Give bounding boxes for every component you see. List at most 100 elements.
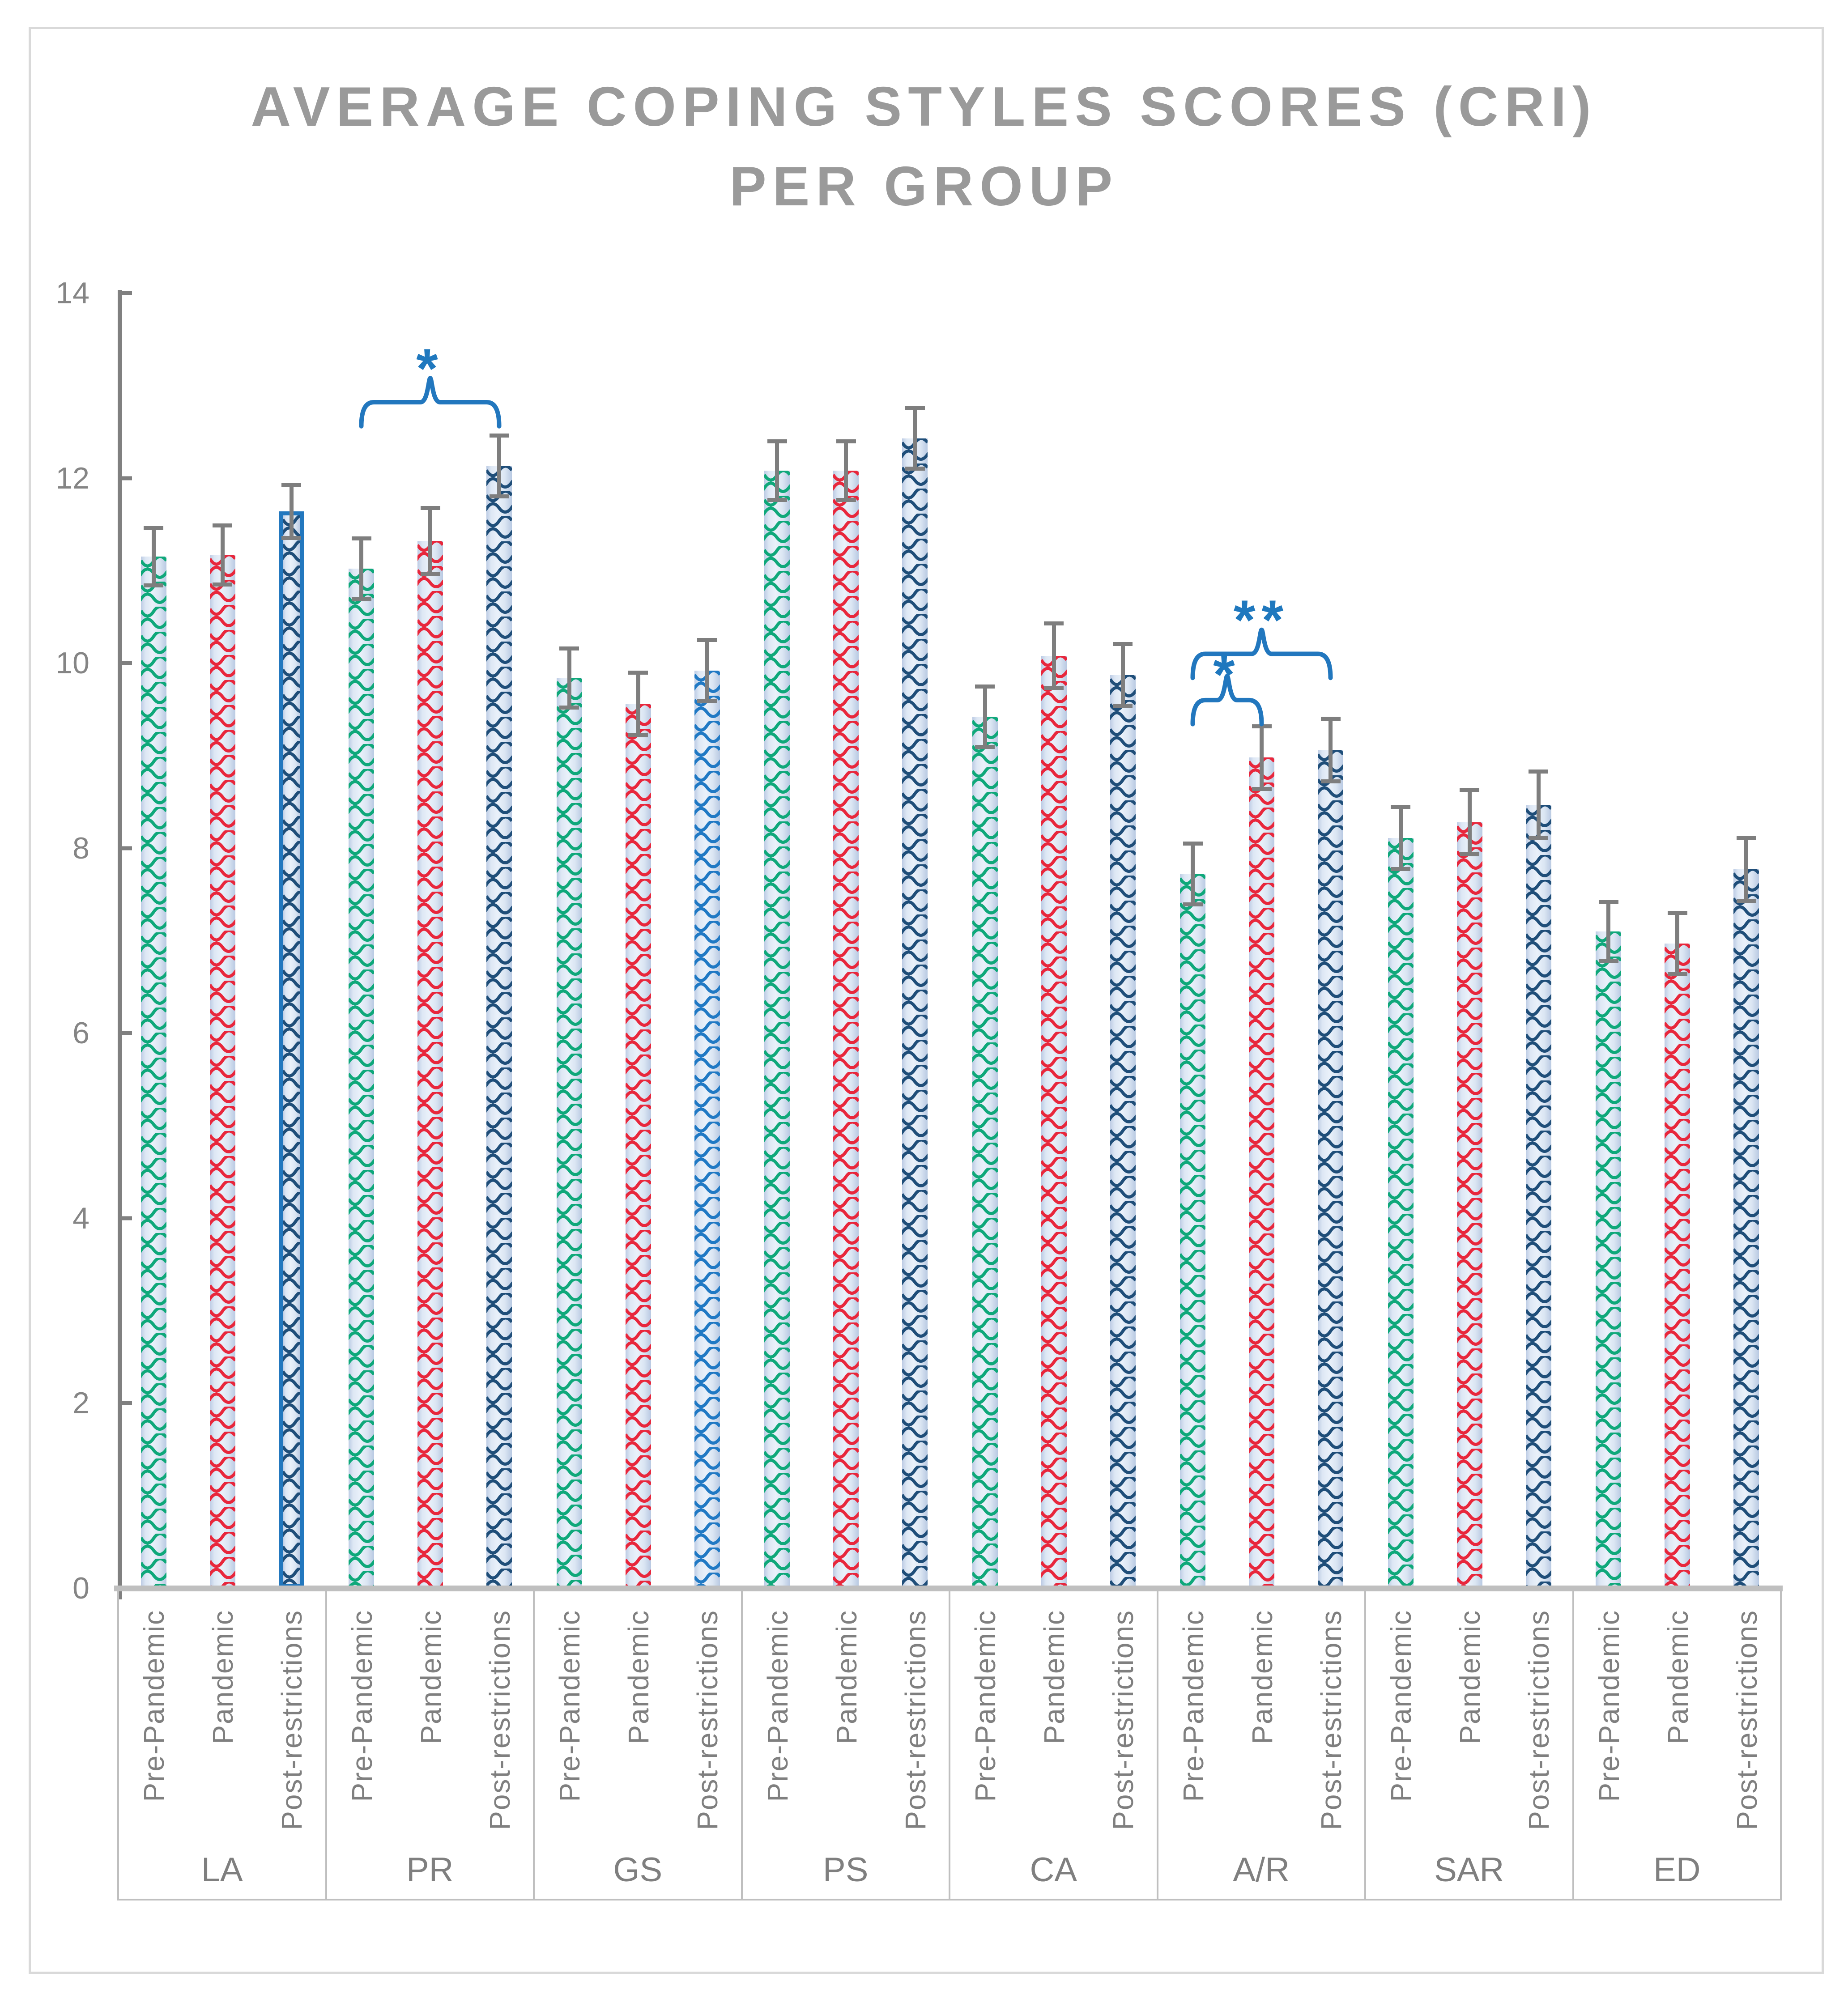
bar-pattern	[282, 515, 300, 1584]
chart-title-line1: AVERAGE COPING STYLES SCORES (CRI)	[251, 76, 1597, 138]
error-bar-cap-top	[1183, 842, 1203, 846]
error-bar-cap-top	[1113, 642, 1133, 646]
error-bar-cap-bottom	[351, 597, 371, 601]
error-bar-cap-top	[1529, 769, 1548, 774]
x-axis-group-label: SAR	[1434, 1851, 1504, 1889]
x-axis-group-label: PR	[406, 1851, 454, 1889]
significance-bracket	[1190, 674, 1264, 727]
error-bar-cap-bottom	[213, 582, 232, 587]
bar	[349, 569, 374, 1588]
error-bar-cap-top	[213, 523, 232, 527]
bar-pattern	[1249, 757, 1274, 1588]
y-tick-label: 12	[55, 461, 89, 495]
y-tick-label: 8	[72, 831, 89, 865]
error-bar-cap-bottom	[1252, 787, 1272, 791]
bar	[972, 717, 998, 1588]
error-bar-cap-top	[1460, 788, 1479, 792]
error-bar-cap-top	[905, 406, 925, 410]
bar	[278, 511, 304, 1588]
bar-pattern	[1041, 655, 1067, 1588]
bar-pattern	[694, 670, 720, 1588]
bar	[1318, 750, 1343, 1588]
error-bar-cap-top	[697, 638, 717, 642]
error-bar-cap-top	[351, 536, 371, 540]
chart-title: AVERAGE COPING STYLES SCORES (CRI) PER G…	[0, 67, 1848, 226]
error-bar-cap-bottom	[489, 494, 509, 499]
error-bar-cap-top	[281, 482, 301, 487]
bar	[1249, 757, 1274, 1588]
bar-pattern	[1318, 750, 1343, 1588]
y-tick-label: 0	[72, 1571, 89, 1605]
error-bar-stem	[1052, 621, 1056, 690]
x-axis-group-label: PS	[823, 1851, 869, 1889]
bar	[764, 471, 790, 1588]
error-bar-stem	[1675, 911, 1679, 976]
bar-pattern	[625, 704, 651, 1588]
bar	[417, 541, 443, 1588]
x-axis-group-label: CA	[1030, 1851, 1077, 1889]
error-bar-cap-bottom	[281, 536, 301, 540]
y-tick-label: 10	[55, 646, 89, 680]
table-group-separator	[533, 1591, 535, 1900]
y-tick-mark	[122, 846, 132, 850]
bar	[1525, 804, 1551, 1588]
error-bar-cap-bottom	[1460, 852, 1479, 857]
bar	[1388, 838, 1414, 1588]
y-tick-mark	[122, 661, 132, 665]
y-tick-mark	[122, 1031, 132, 1035]
bar-pattern	[1665, 943, 1690, 1588]
error-bar-cap-bottom	[559, 705, 579, 710]
error-bar-cap-top	[489, 434, 509, 438]
error-bar-stem	[1191, 842, 1195, 906]
error-bar-stem	[220, 523, 225, 587]
error-bar-stem	[151, 526, 156, 587]
bar-pattern	[486, 466, 512, 1588]
bar	[902, 438, 928, 1588]
bar	[556, 678, 582, 1588]
bar-pattern	[833, 471, 859, 1588]
bar-pattern	[1180, 874, 1205, 1588]
bar	[833, 471, 859, 1588]
error-bar-cap-bottom	[975, 745, 995, 749]
error-bar-cap-top	[1736, 836, 1756, 840]
error-bar-stem	[1536, 769, 1541, 840]
error-bar-cap-bottom	[1667, 972, 1687, 976]
error-bar-cap-top	[420, 506, 440, 510]
error-bar-stem	[359, 536, 363, 601]
table-group-separator	[325, 1591, 327, 1900]
bar	[1665, 943, 1690, 1588]
error-bar-stem	[1744, 836, 1748, 903]
bar-pattern	[972, 717, 998, 1588]
table-group-separator	[949, 1591, 950, 1900]
error-bar-stem	[289, 482, 294, 540]
error-bar-cap-bottom	[628, 733, 648, 737]
bar	[1456, 822, 1482, 1588]
table-group-separator	[117, 1591, 119, 1900]
significance-asterisk: *	[1213, 644, 1241, 706]
bar-pattern	[1525, 804, 1551, 1588]
error-bar-cap-bottom	[1391, 867, 1410, 872]
error-bar-stem	[497, 434, 501, 499]
bar-pattern	[1733, 869, 1759, 1588]
error-bar-stem	[1398, 804, 1403, 872]
bar-pattern	[349, 569, 374, 1588]
x-axis-group-label: GS	[613, 1851, 663, 1889]
error-bar-cap-bottom	[697, 699, 717, 703]
error-bar-stem	[1260, 724, 1264, 791]
error-bar-cap-top	[836, 439, 856, 443]
error-bar-stem	[1606, 900, 1610, 963]
y-axis-line	[118, 290, 122, 1599]
bar	[694, 670, 720, 1588]
x-axis-group-label: ED	[1653, 1851, 1701, 1889]
error-bar-cap-bottom	[1320, 779, 1341, 783]
error-bar-stem	[1120, 642, 1125, 709]
error-bar-cap-bottom	[905, 467, 925, 471]
y-tick-mark	[122, 1401, 132, 1405]
bar-pattern	[209, 555, 235, 1588]
error-bar-stem	[1467, 788, 1472, 857]
bar	[1596, 931, 1621, 1588]
y-tick-label: 2	[72, 1386, 89, 1420]
table-group-separator	[1572, 1591, 1574, 1900]
